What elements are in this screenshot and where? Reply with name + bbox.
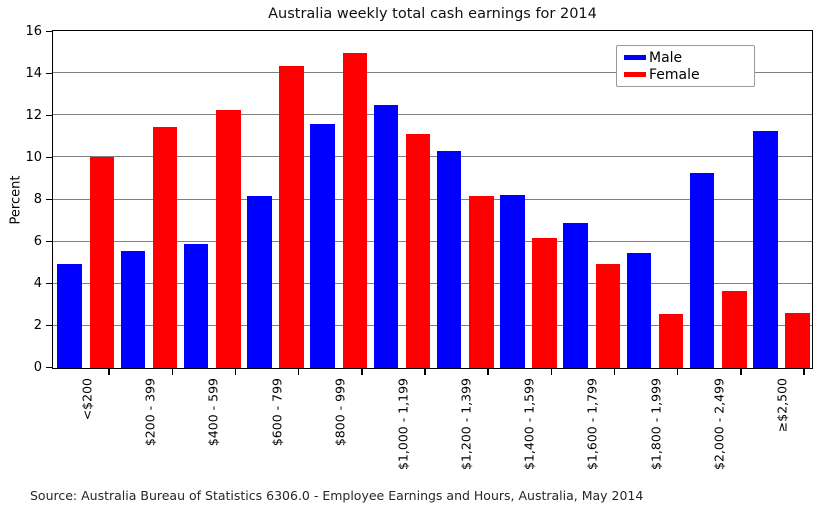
x-tick-label-11: ≥$2,500 [774, 378, 790, 433]
y-tick-label-16: 16 [25, 23, 42, 39]
bar-male-4 [310, 123, 335, 368]
bar-group-6 [433, 31, 496, 368]
y-tick-label-0: 0 [33, 359, 42, 375]
y-tick-label-10: 10 [25, 149, 42, 165]
bar-group-3 [243, 31, 306, 368]
bar-male-5 [373, 104, 399, 368]
bar-female-9 [658, 314, 684, 368]
x-tickmark-3 [297, 369, 300, 375]
x-tickmark-1 [171, 369, 174, 375]
x-tick-label-7: $1,400 - 1,599 [521, 378, 537, 470]
y-tickmark-8 [45, 198, 52, 201]
y-tick-label-4: 4 [33, 275, 42, 291]
bar-group-10 [686, 31, 749, 368]
bar-male-0 [57, 263, 82, 368]
x-tickmark-8 [613, 369, 616, 375]
bar-male-7 [500, 195, 525, 368]
x-tick-label-10: $2,000 - 2,499 [711, 378, 727, 470]
y-tick-label-6: 6 [33, 233, 42, 249]
x-tickmark-9 [676, 369, 679, 375]
bar-male-2 [183, 243, 209, 368]
bar-group-0 [53, 31, 116, 368]
bar-male-1 [120, 251, 146, 368]
bar-female-4 [342, 53, 368, 368]
x-tickmark-11 [803, 369, 805, 375]
gridline-14 [53, 72, 812, 74]
y-tick-label-2: 2 [33, 317, 42, 333]
x-tickmark-0 [108, 369, 110, 375]
y-tickmark-0 [45, 366, 52, 369]
bar-groups [53, 31, 812, 368]
y-tickmark-12 [45, 114, 52, 117]
bar-female-10 [722, 291, 747, 368]
bar-group-9 [622, 31, 685, 368]
y-tickmark-6 [45, 240, 52, 243]
bar-group-8 [559, 31, 622, 368]
bar-female-8 [595, 263, 621, 368]
legend-swatch-male-icon [624, 55, 646, 60]
bar-group-11 [749, 31, 812, 368]
x-tick-label-6: $1,200 - 1,399 [458, 378, 474, 470]
y-tick-label-14: 14 [25, 65, 42, 81]
bar-male-8 [563, 222, 588, 368]
x-tick-label-8: $1,600 - 1,799 [584, 378, 600, 470]
y-tickmark-4 [45, 282, 52, 285]
bar-group-7 [496, 31, 559, 368]
x-tick-label-5: $1,000 - 1,199 [395, 378, 411, 470]
bar-male-9 [626, 253, 652, 368]
y-tickmark-14 [45, 72, 52, 75]
gridlines [53, 31, 812, 368]
x-tick-label-4: $800 - 999 [332, 378, 348, 447]
bar-female-5 [405, 134, 431, 368]
legend-label-female: Female [649, 66, 700, 83]
y-tick-label-8: 8 [33, 191, 42, 207]
y-tick-label-12: 12 [25, 107, 42, 123]
bar-group-4 [306, 31, 369, 368]
bar-male-6 [436, 151, 462, 368]
bar-group-5 [369, 31, 432, 368]
gridline-6 [53, 240, 812, 242]
x-tick-label-2: $400 - 599 [205, 378, 221, 447]
bar-female-11 [785, 313, 810, 368]
gridline-10 [53, 156, 812, 158]
bar-male-10 [689, 173, 715, 368]
legend-label-male: Male [649, 49, 683, 66]
source-note: Source: Australia Bureau of Statistics 6… [30, 488, 644, 503]
bar-female-1 [152, 126, 178, 368]
chart-title: Australia weekly total cash earnings for… [268, 6, 597, 22]
x-tickmark-6 [487, 369, 489, 375]
y-tickmark-10 [45, 156, 52, 159]
bar-female-3 [279, 65, 304, 368]
legend-item-male: Male [624, 49, 754, 66]
gridline-12 [53, 114, 812, 116]
x-tickmark-10 [740, 369, 742, 375]
x-tick-label-9: $1,800 - 1,999 [648, 378, 664, 470]
bar-male-11 [753, 131, 778, 368]
x-tickmark-2 [234, 369, 237, 375]
bar-female-7 [532, 238, 557, 368]
legend-swatch-female-icon [624, 72, 646, 77]
x-tickmark-5 [424, 369, 426, 375]
gridline-8 [53, 198, 812, 200]
x-tick-label-3: $600 - 799 [269, 378, 285, 447]
bar-group-2 [180, 31, 243, 368]
bar-female-6 [469, 196, 494, 368]
legend: Male Female [616, 45, 755, 87]
x-tickmark-7 [550, 369, 553, 375]
legend-item-female: Female [624, 66, 754, 83]
gridline-2 [53, 324, 812, 326]
y-tickmark-16 [45, 30, 52, 33]
bar-female-2 [216, 109, 241, 368]
x-tick-label-0: <$200 [79, 378, 95, 421]
x-tick-label-1: $200 - 399 [142, 378, 158, 447]
gridline-4 [53, 282, 812, 284]
bar-male-3 [247, 196, 272, 368]
bar-group-1 [116, 31, 179, 368]
bar-female-0 [89, 157, 115, 368]
x-tickmark-4 [361, 369, 363, 375]
y-tickmark-2 [45, 324, 52, 327]
